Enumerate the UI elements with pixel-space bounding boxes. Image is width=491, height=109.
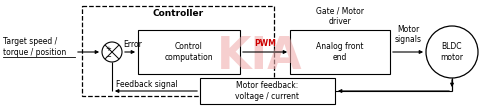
Bar (82, 6, 274, 96)
Text: Error: Error (123, 40, 142, 49)
Text: Gate / Motor
driver: Gate / Motor driver (316, 7, 364, 26)
Bar (290, 30, 390, 74)
Text: −: − (105, 54, 111, 60)
Circle shape (426, 26, 478, 78)
Text: Control
computation: Control computation (164, 42, 213, 62)
Circle shape (102, 42, 122, 62)
Text: Motor feedback:
voltage / current: Motor feedback: voltage / current (236, 81, 300, 101)
Text: Analog front
end: Analog front end (316, 42, 364, 62)
Text: Controller: Controller (152, 9, 204, 19)
Bar (200, 78, 335, 104)
Text: Feedback signal: Feedback signal (116, 80, 178, 89)
Text: +: + (105, 45, 111, 51)
Text: KIA: KIA (217, 35, 303, 77)
Bar (138, 30, 240, 74)
Text: Target speed /
torque / position: Target speed / torque / position (3, 37, 66, 57)
Text: BLDC
motor: BLDC motor (440, 42, 464, 62)
Text: PWM: PWM (254, 39, 276, 48)
Text: Motor
signals: Motor signals (394, 25, 421, 44)
